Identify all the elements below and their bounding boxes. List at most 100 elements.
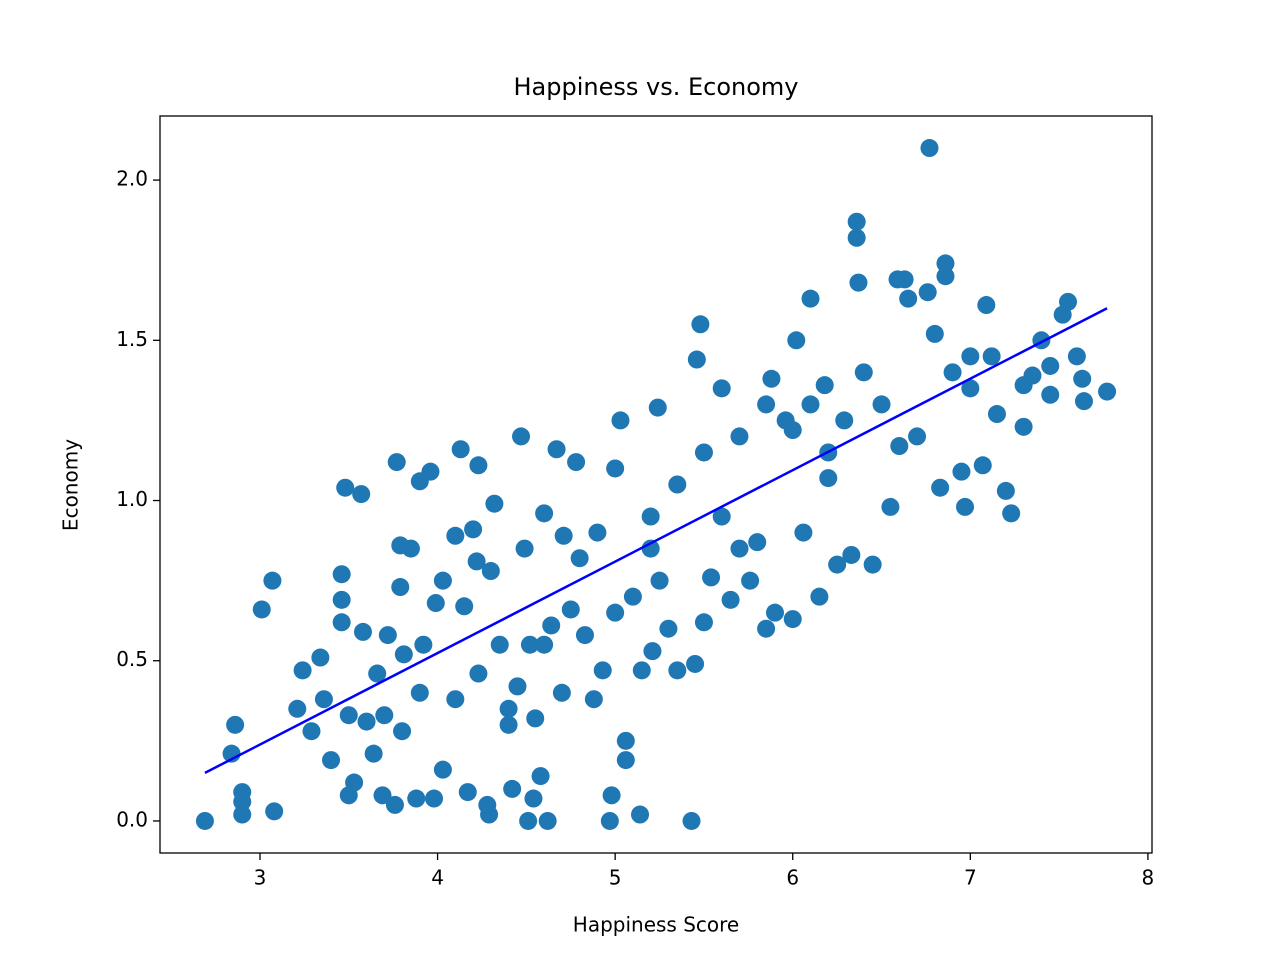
scatter-point	[519, 811, 538, 830]
scatter-point	[288, 699, 307, 718]
scatter-point	[526, 709, 545, 728]
axes-frame	[159, 115, 1153, 854]
scatter-point	[828, 555, 847, 574]
scatter-point	[748, 533, 767, 552]
scatter-point	[1041, 356, 1060, 375]
scatter-point	[433, 760, 452, 779]
scatter-point	[1014, 376, 1033, 395]
scatter-point	[535, 504, 554, 523]
scatter-point	[659, 619, 678, 638]
scatter-point	[394, 645, 413, 664]
scatter-point	[458, 783, 477, 802]
scatter-point	[982, 347, 1001, 366]
scatter-point	[302, 722, 321, 741]
scatter-point	[455, 597, 474, 616]
scatter-point	[881, 497, 900, 516]
scatter-point	[467, 552, 486, 571]
scatter-point	[762, 369, 781, 388]
scatter-point	[387, 453, 406, 472]
scatter-point	[765, 603, 784, 622]
scatter-point	[783, 610, 802, 629]
chart-title: Happiness vs. Economy	[514, 73, 799, 101]
scatter-point	[854, 363, 873, 382]
scatter-point	[1098, 382, 1117, 401]
scatter-point	[611, 411, 630, 430]
scatter-point	[233, 792, 252, 811]
scatter-point	[464, 520, 483, 539]
scatter-point	[1002, 504, 1021, 523]
scatter-point	[421, 462, 440, 481]
scatter-point	[787, 331, 806, 350]
scatter-point	[977, 296, 996, 315]
scatter-point	[801, 289, 820, 308]
scatter-point	[783, 421, 802, 440]
scatter-point	[469, 664, 488, 683]
scatter-point	[353, 622, 372, 641]
scatter-point	[899, 289, 918, 308]
scatter-point	[648, 398, 667, 417]
scatter-point	[936, 267, 955, 286]
scatter-point	[561, 600, 580, 619]
scatter-point	[314, 690, 333, 709]
scatter-point	[567, 453, 586, 472]
scatter-point	[1041, 385, 1060, 404]
scatter-point	[368, 664, 387, 683]
scatter-point	[1014, 417, 1033, 436]
scatter-point	[378, 626, 397, 645]
scatter-point	[1059, 292, 1078, 311]
scatter-point	[332, 565, 351, 584]
scatter-point	[863, 555, 882, 574]
scatter-point	[602, 786, 621, 805]
scatter-point	[730, 427, 749, 446]
scatter-point	[890, 437, 909, 456]
scatter-point	[570, 549, 589, 568]
scatter-point	[535, 635, 554, 654]
scatter-point	[632, 661, 651, 680]
scatter-point	[584, 690, 603, 709]
x-axis-label: Happiness Score	[573, 913, 739, 937]
scatter-point	[920, 139, 939, 158]
scatter-point	[512, 427, 531, 446]
scatter-point	[1067, 347, 1086, 366]
scatter-point	[332, 590, 351, 609]
scatter-point	[819, 469, 838, 488]
scatter-point	[686, 654, 705, 673]
scatter-point	[480, 805, 499, 824]
x-tick-label: 6	[786, 866, 799, 890]
scatter-point	[801, 395, 820, 414]
scatter-point	[691, 315, 710, 334]
scatter-point	[446, 526, 465, 545]
scatter-point	[623, 587, 642, 606]
scatter-point	[345, 773, 364, 792]
scatter-point	[364, 744, 383, 763]
scatter-point	[233, 805, 252, 824]
scatter-point	[531, 767, 550, 786]
scatter-point	[794, 523, 813, 542]
scatter-point	[847, 212, 866, 231]
scatter-point	[265, 802, 284, 821]
scatter-point	[973, 456, 992, 475]
scatter-point	[918, 283, 937, 302]
scatter-point	[616, 731, 635, 750]
scatter-point	[842, 545, 861, 564]
scatter-point	[373, 786, 392, 805]
scatter-point	[847, 228, 866, 247]
scatter-point	[322, 751, 341, 770]
scatter-point	[490, 635, 509, 654]
x-tick-label: 7	[964, 866, 977, 890]
scatter-point	[872, 395, 891, 414]
scatter-point	[414, 635, 433, 654]
scatter-point	[499, 699, 518, 718]
y-tick-label: 0.0	[116, 807, 148, 831]
scatter-point	[931, 478, 950, 497]
scatter-point	[401, 539, 420, 558]
scatter-point	[410, 683, 429, 702]
scatter-point	[643, 642, 662, 661]
scatter-point	[687, 350, 706, 369]
scatter-point	[925, 324, 944, 343]
fit-line	[204, 307, 1108, 775]
scatter-point	[336, 478, 355, 497]
scatter-point	[741, 571, 760, 590]
scatter-point	[588, 523, 607, 542]
